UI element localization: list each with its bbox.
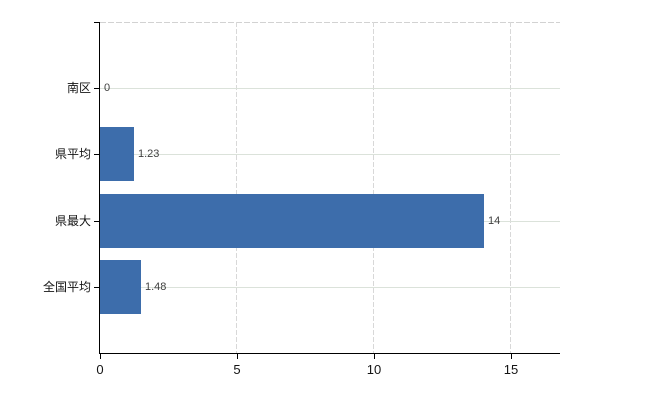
plot-area: 0 5 10 15 南区 0 県平均 1.23 県最大 14 全国平均 1.48 xyxy=(43,22,560,377)
x-axis-tick xyxy=(237,354,238,359)
value-label: 1.48 xyxy=(145,281,167,293)
y-axis-tick xyxy=(94,22,99,23)
horizontal-gridline xyxy=(100,287,560,288)
value-label: 14 xyxy=(488,215,501,227)
vertical-gridline xyxy=(510,22,511,353)
category-label: 県最大 xyxy=(54,214,91,228)
value-label: 1.23 xyxy=(138,148,160,160)
y-axis-tick xyxy=(94,88,99,89)
horizontal-gridline xyxy=(100,88,560,89)
horizontal-gridline xyxy=(100,154,560,155)
x-axis-tick-label: 10 xyxy=(366,362,382,377)
vertical-gridline xyxy=(236,22,237,353)
plot-top-border xyxy=(100,22,560,23)
y-axis-tick xyxy=(94,221,99,222)
bar xyxy=(100,260,141,314)
x-axis-tick-label: 0 xyxy=(96,362,104,377)
bar xyxy=(100,194,484,248)
y-axis-tick xyxy=(94,154,99,155)
category-label: 県平均 xyxy=(54,147,91,161)
x-axis-tick xyxy=(511,354,512,359)
category-label: 全国平均 xyxy=(42,280,91,294)
bar xyxy=(100,127,134,181)
y-axis-tick xyxy=(94,287,99,288)
x-axis-tick-label: 15 xyxy=(503,362,519,377)
x-axis-tick xyxy=(374,354,375,359)
category-label: 南区 xyxy=(66,81,91,95)
value-label: 0 xyxy=(104,82,111,94)
x-axis-tick-label: 5 xyxy=(233,362,241,377)
x-axis-tick xyxy=(100,354,101,359)
vertical-gridline xyxy=(373,22,374,353)
